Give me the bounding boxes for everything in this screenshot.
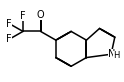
Text: F: F bbox=[6, 34, 12, 44]
Text: F: F bbox=[6, 19, 12, 29]
Text: F: F bbox=[20, 11, 26, 21]
Text: N: N bbox=[108, 49, 116, 59]
Text: O: O bbox=[37, 10, 44, 20]
Text: H: H bbox=[113, 51, 119, 60]
